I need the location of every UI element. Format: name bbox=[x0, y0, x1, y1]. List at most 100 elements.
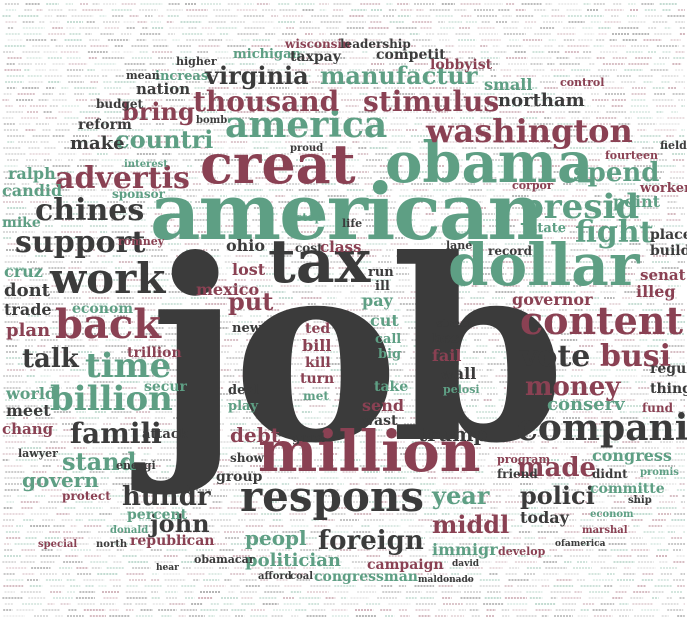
word-wall: wall bbox=[440, 364, 477, 383]
word-fourteen: fourteen bbox=[605, 149, 658, 162]
word-year: year bbox=[432, 481, 490, 510]
word-chines: chines bbox=[35, 193, 145, 228]
word-ill: ill bbox=[375, 279, 390, 294]
word-billion: billion bbox=[50, 379, 173, 419]
word-candid: candid bbox=[2, 181, 63, 200]
word-budget: budget bbox=[96, 97, 144, 111]
word-met: met bbox=[303, 389, 329, 403]
word-back: back bbox=[55, 301, 161, 348]
word-job: job bbox=[150, 204, 566, 498]
word-compani: compani bbox=[516, 407, 687, 449]
word-afford: afford bbox=[258, 571, 292, 582]
word-peopl: peopl bbox=[245, 526, 307, 550]
word-time: time bbox=[85, 346, 172, 386]
word-american: american bbox=[150, 167, 544, 258]
word-congress: congress bbox=[592, 446, 672, 465]
word-northam: northam bbox=[498, 90, 585, 111]
word-promis: promis bbox=[640, 467, 679, 478]
word-sponsor: sponsor bbox=[112, 187, 165, 201]
word-north: north bbox=[96, 539, 128, 550]
word-creat: creat bbox=[200, 132, 356, 196]
word-marshal: marshal bbox=[582, 525, 628, 536]
word-obamacar: obamacar bbox=[194, 553, 255, 566]
word-nation: nation bbox=[136, 80, 191, 98]
word-respons: respons bbox=[240, 472, 425, 521]
word-obama: obama bbox=[385, 130, 594, 196]
word-percent: percent bbox=[127, 507, 188, 523]
word-million: million bbox=[258, 419, 481, 485]
word-higher: higher bbox=[176, 55, 217, 68]
word-place: place bbox=[650, 227, 687, 243]
word-take: take bbox=[374, 379, 409, 395]
word-support: support bbox=[15, 225, 146, 260]
word-famili: famili bbox=[70, 417, 162, 450]
word-advertis: advertis bbox=[55, 161, 190, 196]
word-wisconsin: wisconsin bbox=[285, 37, 351, 51]
word-pay: pay bbox=[362, 291, 393, 310]
word-energi: energi bbox=[116, 459, 156, 472]
word-congressman: congressman bbox=[314, 569, 418, 585]
word-cut: cut bbox=[370, 311, 399, 330]
word-dollar: dollar bbox=[448, 231, 640, 299]
word-cost: cost bbox=[295, 241, 323, 255]
word-polici: polici bbox=[520, 481, 595, 510]
word-campaign: campaign bbox=[367, 557, 444, 573]
word-middl: middl bbox=[432, 510, 510, 539]
word-pelosi: pelosi bbox=[443, 383, 480, 396]
word-worker: worker bbox=[640, 181, 687, 196]
word-put: put bbox=[228, 287, 274, 316]
word-dont: dont bbox=[4, 280, 50, 301]
word-econom: econom bbox=[72, 301, 134, 317]
word-work: work bbox=[50, 254, 166, 303]
word-michigan: michigan bbox=[233, 47, 301, 62]
word-ohio: ohio bbox=[226, 236, 266, 255]
word-bring: bring bbox=[122, 97, 195, 126]
word-build: build bbox=[650, 243, 687, 259]
word-politician: politician bbox=[245, 550, 341, 571]
word-world: world bbox=[6, 384, 57, 403]
word-ship: ship bbox=[628, 495, 652, 506]
word-david: david bbox=[452, 559, 480, 569]
word-life: life bbox=[342, 217, 363, 230]
word-big: big bbox=[378, 347, 402, 362]
word-spend: spend bbox=[573, 158, 660, 188]
word-secur: secur bbox=[144, 379, 187, 395]
word-thing: thing bbox=[650, 381, 687, 397]
word-street: street bbox=[436, 317, 473, 330]
word-lane: lane bbox=[446, 239, 473, 252]
word-competit: competit bbox=[376, 47, 446, 63]
word-bomb: bomb bbox=[196, 115, 228, 126]
word-lawyer: lawyer bbox=[18, 447, 58, 460]
word-fail: fail bbox=[432, 346, 462, 365]
word-foreign: foreign bbox=[318, 526, 424, 556]
word-play: play bbox=[228, 399, 259, 414]
word-talk: talk bbox=[22, 344, 79, 374]
word-corpor: corpor bbox=[512, 179, 553, 192]
word-attack: attack bbox=[142, 427, 188, 442]
word-republican: republican bbox=[130, 533, 215, 549]
word-hundr: hundr bbox=[122, 482, 211, 512]
word-develop: develop bbox=[498, 545, 546, 558]
word-small: small bbox=[484, 75, 533, 94]
word-meet: meet bbox=[6, 401, 51, 420]
word-new: new bbox=[232, 321, 261, 336]
word-deal: deal bbox=[228, 383, 259, 398]
word-regul: regul bbox=[650, 361, 687, 377]
word-coal: coal bbox=[290, 571, 314, 582]
word-virginia: virginia bbox=[205, 61, 309, 90]
word-kill: kill bbox=[305, 355, 331, 371]
word-bill: bill bbox=[302, 336, 332, 355]
word-govern: govern bbox=[22, 468, 99, 492]
word-reform: reform bbox=[78, 117, 132, 133]
word-turn: turn bbox=[300, 371, 335, 387]
word-conserv: conserv bbox=[547, 394, 625, 415]
word-plan: plan bbox=[6, 320, 51, 341]
word-proud: proud bbox=[290, 143, 324, 154]
word-run: run bbox=[368, 265, 394, 280]
word-hes: hes bbox=[432, 331, 459, 347]
word-interest: interest bbox=[124, 159, 168, 170]
word-lost: lost bbox=[232, 260, 266, 279]
word-trade: trade bbox=[4, 300, 52, 319]
word-econom-small: econom bbox=[590, 509, 634, 520]
